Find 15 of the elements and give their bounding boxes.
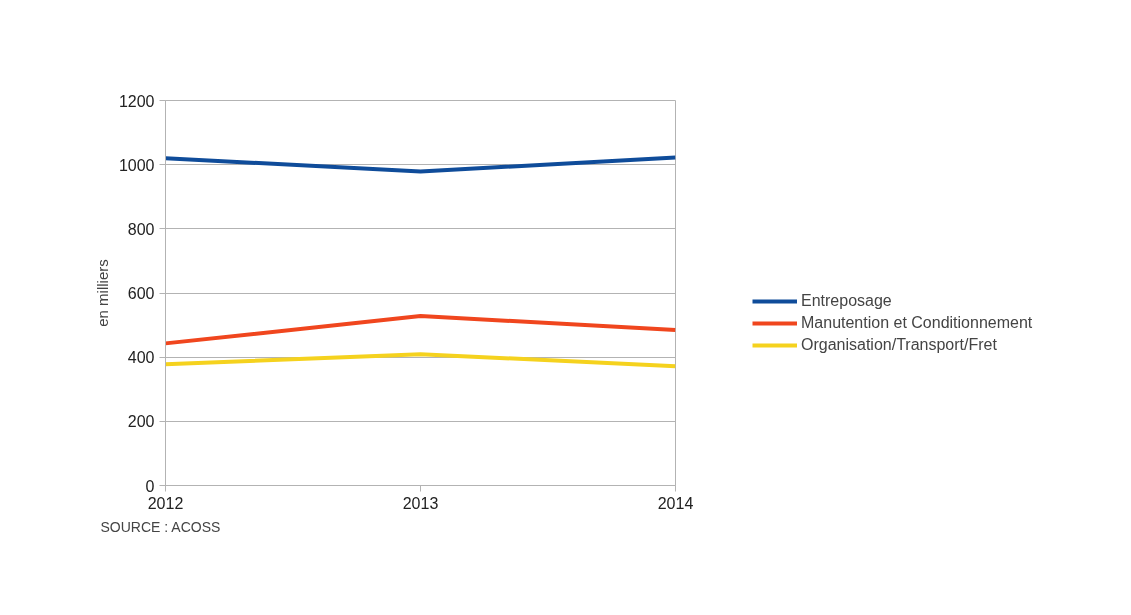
y-tick-label: 400 (127, 349, 155, 367)
y-tick-label: 1200 (118, 92, 155, 110)
source-note: SOURCE : ACOSS (100, 518, 221, 535)
y-tick-label: 800 (127, 220, 155, 238)
x-tick-label: 2012 (147, 494, 184, 512)
x-tick-label: 2014 (657, 494, 694, 512)
legend-label: Organisation/Transport/Fret (801, 336, 997, 354)
y-tick-label: 200 (127, 413, 155, 431)
y-axis-title: en milliers (93, 259, 111, 327)
x-tick-label: 2013 (402, 494, 439, 512)
y-tick-label: 1000 (118, 156, 155, 174)
legend-label: Manutention et Conditionnement (801, 314, 1033, 332)
legend-label: Entreposage (801, 292, 892, 310)
y-tick-label: 600 (127, 285, 155, 302)
y-tick-label: 0 (145, 477, 155, 495)
